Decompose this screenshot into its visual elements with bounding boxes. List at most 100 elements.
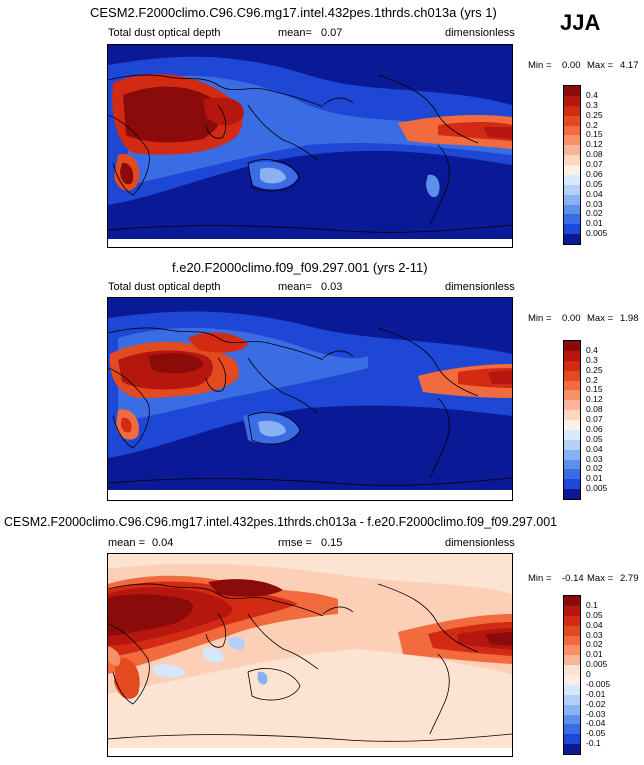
colorbar-swatch: [564, 596, 580, 606]
panel-3-min-value: -0.14: [562, 573, 584, 584]
panel-2-variable-label: Total dust optical depth: [108, 281, 221, 293]
panel-2-min-label: Min =: [528, 313, 552, 324]
panel-3-units-label: dimensionless: [445, 537, 515, 549]
colorbar-tick-label: 0.4: [586, 89, 598, 100]
colorbar-tick-label: -0.03: [586, 708, 606, 719]
colorbar-swatch: [564, 165, 580, 175]
colorbar-swatch: [564, 605, 580, 616]
colorbar-swatch: [564, 714, 580, 725]
colorbar-tick-label: 0.01: [586, 473, 603, 484]
panel-3-title: CESM2.F2000climo.C96.C96.mg17.intel.432p…: [4, 515, 558, 529]
colorbar-swatch: [564, 204, 580, 215]
colorbar-tick-label: 0.15: [586, 129, 603, 140]
panel-3-max-label: Max =: [587, 573, 614, 584]
colorbar-swatch: [564, 115, 580, 126]
colorbar-tick-label: 0.03: [586, 453, 603, 464]
colorbar-tick-label: 0.05: [586, 433, 603, 444]
colorbar-tick-label: -0.05: [586, 728, 606, 739]
colorbar-tick-label: 0.01: [586, 218, 603, 229]
panel-3-min-label: Min =: [528, 573, 552, 584]
colorbar-swatch: [564, 370, 580, 381]
colorbar-tick-label: 0.02: [586, 639, 603, 650]
colorbar-swatch: [564, 479, 580, 490]
panel-2-title: f.e20.F2000climo.f09_f09.297.001 (yrs 2-…: [172, 260, 428, 275]
panel-3-rmse-value: 0.15: [321, 537, 343, 549]
panel-1-max-label: Max =: [587, 60, 614, 71]
colorbar-tick-label: 0.01: [586, 649, 603, 660]
panel-3-mean-value: 0.04: [152, 537, 174, 549]
colorbar-tick-label: 0.04: [586, 188, 603, 199]
colorbar-swatch: [564, 224, 580, 235]
panel-1-max-value: 4.17: [620, 60, 639, 71]
panel-3-mean-label: mean =: [108, 537, 145, 549]
colorbar-swatch: [564, 95, 580, 106]
colorbar-tick-label: -0.02: [586, 698, 606, 709]
panel-1-mean-value: 0.07: [321, 27, 343, 39]
colorbar-tick-label: -0.005: [586, 678, 611, 689]
colorbar-swatch: [564, 645, 580, 656]
panel-1-min-label: Min =: [528, 60, 552, 71]
colorbar-tick-label: 0.3: [586, 99, 598, 110]
colorbar-tick-label: 0.03: [586, 198, 603, 209]
panel-1-colorbar: [563, 85, 581, 245]
colorbar-tick-label: 0.05: [586, 609, 603, 620]
colorbar-swatch: [564, 194, 580, 205]
colorbar-swatch: [564, 420, 580, 430]
colorbar-swatch: [564, 234, 580, 244]
colorbar-swatch: [564, 489, 580, 499]
panel-1-mean-label: mean=: [278, 27, 312, 39]
colorbar-tick-label: 0.12: [586, 139, 603, 150]
colorbar-swatch: [564, 184, 580, 195]
colorbar-swatch: [564, 635, 580, 646]
colorbar-swatch: [564, 145, 580, 156]
panel-2-colorbar: [563, 340, 581, 500]
colorbar-tick-label: -0.04: [586, 718, 606, 729]
colorbar-swatch: [564, 459, 580, 470]
colorbar-swatch: [564, 615, 580, 626]
colorbar-swatch: [564, 684, 580, 695]
colorbar-tick-label: 0.2: [586, 374, 598, 385]
colorbar-tick-label: 0.2: [586, 119, 598, 130]
colorbar-swatch: [564, 439, 580, 450]
colorbar-tick-label: 0.04: [586, 619, 603, 630]
colorbar-tick-label: 0.1: [586, 599, 598, 610]
panel-1-title: CESM2.F2000climo.C96.C96.mg17.intel.432p…: [90, 5, 497, 20]
panel-1-units-label: dimensionless: [445, 27, 515, 39]
colorbar-tick-label: 0.03: [586, 629, 603, 640]
panel-2-map: [107, 297, 513, 501]
panel-2-max-value: 1.98: [620, 313, 639, 324]
colorbar-tick-label: 0.07: [586, 159, 603, 169]
panel-3-rmse-label: rmse =: [278, 537, 312, 549]
colorbar-swatch: [564, 360, 580, 371]
colorbar-swatch: [564, 724, 580, 735]
colorbar-tick-label: 0.06: [586, 168, 603, 179]
colorbar-swatch: [564, 390, 580, 401]
panel-3-max-value: 2.79: [620, 573, 639, 584]
colorbar-swatch: [564, 744, 580, 754]
colorbar-tick-label: -0.01: [586, 688, 606, 699]
panel-2-mean-value: 0.03: [321, 281, 343, 293]
panel-1-variable-label: Total dust optical depth: [108, 27, 221, 39]
colorbar-swatch: [564, 214, 580, 225]
colorbar-swatch: [564, 400, 580, 411]
colorbar-tick-label: 0.005: [586, 483, 608, 494]
colorbar-tick-label: 0.25: [586, 109, 603, 120]
colorbar-swatch: [564, 429, 580, 440]
colorbar-swatch: [564, 155, 580, 165]
colorbar-swatch: [564, 625, 580, 636]
colorbar-swatch: [564, 125, 580, 136]
colorbar-swatch: [564, 704, 580, 715]
colorbar-tick-label: 0: [586, 669, 591, 679]
panel-2-min-value: 0.00: [562, 313, 581, 324]
panel-3-map: [107, 553, 513, 757]
panel-1-map: [107, 44, 513, 248]
colorbar-swatch: [564, 469, 580, 480]
colorbar-swatch: [564, 135, 580, 146]
colorbar-tick-label: 0.08: [586, 149, 603, 160]
colorbar-tick-label: 0.08: [586, 404, 603, 415]
colorbar-tick-label: 0.25: [586, 364, 603, 375]
colorbar-tick-label: 0.05: [586, 178, 603, 189]
colorbar-tick-label: 0.02: [586, 463, 603, 474]
panel-2-max-label: Max =: [587, 313, 614, 324]
colorbar-swatch: [564, 380, 580, 391]
